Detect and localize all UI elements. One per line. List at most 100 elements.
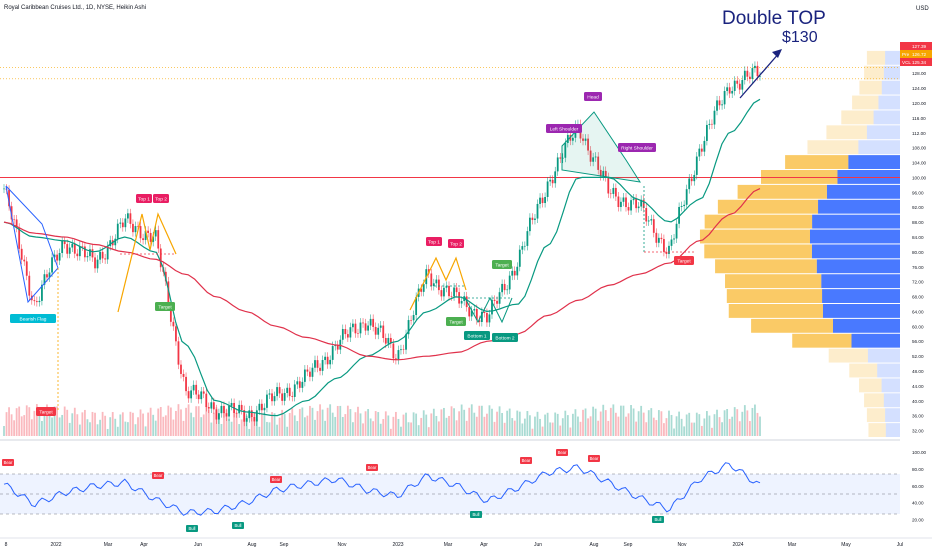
volume-profile-bar [751, 318, 833, 333]
rsi-label-box[interactable] [2, 459, 14, 466]
rsi-label-box[interactable] [152, 472, 164, 479]
volume-bar [41, 420, 43, 436]
pattern-labels[interactable]: Bearish Flag Target Top 1 Top 2 Target Top 1 T… [10, 92, 694, 416]
candle-body [491, 299, 493, 315]
volume-bar [357, 406, 359, 436]
rsi-label-box[interactable] [556, 449, 568, 456]
candle-body [35, 301, 38, 303]
volume-bar [154, 420, 157, 436]
volume-bar [387, 415, 390, 436]
candle-body [703, 140, 706, 152]
volume-profile-bar [859, 80, 882, 95]
price-axis-area[interactable] [900, 0, 932, 550]
pattern-label-box[interactable] [464, 331, 490, 340]
volume-bar [627, 413, 630, 436]
candle-body [306, 369, 309, 372]
rsi-label-box[interactable] [520, 457, 532, 464]
volume-bar [286, 426, 289, 436]
pattern-label-box[interactable] [136, 194, 152, 203]
pattern-label-box[interactable] [448, 239, 464, 248]
candle-body [288, 387, 291, 397]
candle-body [276, 387, 278, 397]
volume-bar [501, 412, 504, 436]
pattern-label-box[interactable] [492, 260, 512, 269]
pattern-label-box[interactable] [584, 92, 602, 101]
candle-body [657, 237, 660, 243]
pattern-label-box[interactable] [674, 256, 694, 265]
candle-body [245, 418, 248, 422]
candle-body [675, 223, 678, 239]
pattern-label-box[interactable] [153, 194, 169, 203]
candle-body [235, 412, 238, 414]
candle-body [253, 416, 256, 422]
candle-body [392, 343, 395, 359]
candle-body [546, 181, 549, 197]
pattern-label-box[interactable] [446, 317, 466, 326]
candle-body [298, 381, 301, 388]
pattern-label-box[interactable] [36, 407, 56, 416]
volume-bar [723, 410, 726, 436]
volume-profile-bar [868, 423, 886, 437]
volume-bar [577, 416, 579, 436]
volume-profile-bar [726, 289, 823, 303]
pattern-label-box[interactable] [492, 333, 518, 342]
volume-profile-bar [728, 304, 823, 318]
candle-body [114, 238, 117, 246]
rsi-label-box[interactable] [270, 476, 282, 483]
volume-profile-bar [878, 95, 900, 110]
volume-bar [228, 418, 230, 436]
candles[interactable] [3, 61, 761, 427]
candle-body [25, 261, 28, 276]
price-tick: 36.00 [912, 414, 924, 419]
volume-bar [708, 415, 711, 436]
candle-body [169, 305, 172, 322]
volume-bar [549, 422, 552, 436]
candle-body [63, 240, 66, 245]
rsi-label-box[interactable] [232, 522, 244, 529]
candle-body [440, 290, 443, 297]
candle-body [680, 206, 683, 207]
volume-bar [8, 407, 10, 436]
volume-bar [478, 405, 481, 436]
candle-body [124, 218, 127, 228]
candle-body [167, 281, 170, 306]
rsi-label-box[interactable] [588, 455, 600, 462]
volume-bar [175, 410, 177, 436]
time-tick: Sep [280, 542, 289, 548]
candle-body [478, 320, 481, 322]
time-axis-ticks[interactable]: 8 2022 Mar Apr Jun Aug Sep Nov 2023 Mar Apr Jun Aug S… [5, 542, 904, 548]
rsi-label-box[interactable] [652, 516, 664, 523]
candle-body [51, 257, 53, 273]
volume-bar [523, 418, 526, 436]
candle-body [713, 110, 716, 125]
volume-bar [405, 412, 407, 436]
rsi-label-box[interactable] [366, 464, 378, 471]
volume-bar [321, 409, 324, 436]
candle-body [329, 359, 332, 365]
rsi-label-box[interactable] [186, 525, 198, 532]
pattern-label-box[interactable] [10, 314, 56, 323]
pattern-label-box[interactable] [426, 237, 442, 246]
volume-bar [10, 414, 13, 436]
pattern-label-box[interactable] [155, 302, 175, 311]
candle-body [61, 240, 64, 254]
volume-bar [475, 416, 478, 436]
volume-profile-bar [881, 80, 900, 95]
pattern-label-box[interactable] [546, 124, 582, 133]
volume-bar [258, 426, 261, 436]
volume-bar [372, 421, 375, 436]
volume-profile-bar [737, 184, 827, 199]
volume-bar [468, 407, 471, 436]
rsi-labels[interactable]: Bear Bear Bear Bear Bear Bear Bear Bull Bull Bull… [2, 449, 664, 532]
candle-body [645, 208, 648, 222]
volume-profile [699, 50, 900, 437]
candle-body [400, 349, 402, 351]
volume-bar [754, 404, 756, 436]
rsi-label: Bear [368, 465, 377, 470]
volume-bar [410, 422, 412, 436]
volume-bar [713, 414, 716, 436]
volume-bar [706, 411, 708, 436]
pattern-label-box[interactable] [618, 143, 656, 152]
rsi-label-box[interactable] [470, 511, 482, 518]
